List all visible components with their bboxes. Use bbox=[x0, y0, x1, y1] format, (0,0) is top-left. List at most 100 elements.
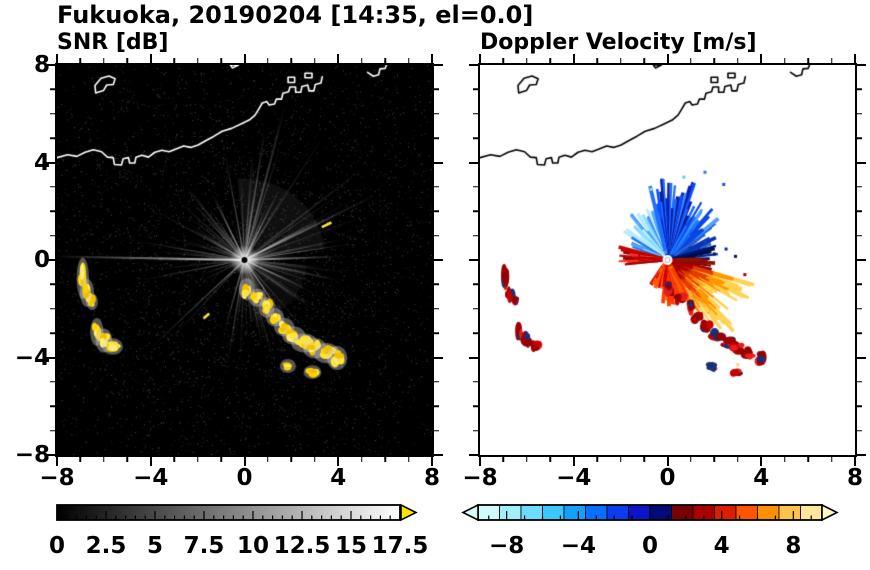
axis-tick bbox=[50, 137, 55, 139]
axis-tick bbox=[857, 429, 862, 432]
axis-tick bbox=[196, 457, 199, 462]
axis-tick bbox=[857, 308, 862, 310]
axis-tick bbox=[337, 54, 340, 63]
axis-tick bbox=[50, 429, 55, 432]
axis-tick bbox=[360, 58, 363, 63]
velocity-panel-title: Doppler Velocity [m/s] bbox=[480, 30, 757, 55]
axis-tick bbox=[643, 457, 645, 462]
axis-tick bbox=[46, 259, 55, 261]
axis-tick bbox=[857, 381, 862, 383]
axis-tick bbox=[50, 186, 55, 188]
axis-tick bbox=[857, 332, 862, 334]
axis-tick bbox=[384, 457, 386, 462]
axis-tick bbox=[760, 54, 763, 63]
axis-tick bbox=[549, 58, 552, 63]
axis-tick bbox=[596, 58, 598, 63]
y-tick-label: −4 bbox=[14, 344, 50, 371]
figure-title: Fukuoka, 20190204 [14:35, el=0.0] bbox=[57, 1, 534, 29]
axis-tick bbox=[314, 457, 316, 462]
axis-tick bbox=[407, 457, 410, 462]
axis-tick bbox=[473, 381, 478, 383]
velocity-colorbar-label: 8 bbox=[785, 533, 802, 559]
axis-tick bbox=[50, 332, 55, 334]
axis-tick bbox=[479, 457, 481, 466]
axis-tick bbox=[173, 457, 175, 462]
axis-tick bbox=[434, 210, 439, 212]
snr-canvas bbox=[57, 65, 432, 455]
axis-tick bbox=[690, 457, 692, 462]
x-tick-label: 0 bbox=[659, 465, 676, 491]
axis-tick bbox=[103, 58, 105, 63]
axis-tick bbox=[473, 186, 478, 188]
x-tick-label: −8 bbox=[39, 465, 75, 491]
axis-tick bbox=[619, 457, 622, 462]
axis-tick bbox=[434, 332, 439, 334]
axis-tick bbox=[126, 457, 129, 462]
axis-tick bbox=[434, 283, 439, 286]
axis-tick bbox=[267, 457, 269, 462]
axis-tick bbox=[220, 457, 222, 462]
snr-colorbar-label: 7.5 bbox=[183, 533, 225, 559]
snr-colorbar-label: 0 bbox=[48, 533, 66, 559]
axis-tick bbox=[854, 54, 856, 63]
axis-tick bbox=[434, 113, 439, 115]
axis-tick bbox=[431, 54, 433, 63]
axis-tick bbox=[434, 234, 439, 237]
axis-tick bbox=[473, 405, 478, 407]
axis-tick bbox=[126, 58, 129, 63]
axis-tick bbox=[666, 54, 669, 63]
axis-tick bbox=[434, 186, 439, 188]
axis-tick bbox=[267, 58, 269, 63]
axis-tick bbox=[479, 54, 481, 63]
axis-tick bbox=[46, 161, 55, 164]
axis-tick bbox=[434, 308, 439, 310]
axis-tick bbox=[783, 58, 786, 63]
axis-tick bbox=[50, 113, 55, 115]
axis-tick bbox=[572, 54, 575, 63]
axis-tick bbox=[434, 137, 439, 139]
axis-tick bbox=[434, 259, 443, 261]
axis-tick bbox=[572, 457, 575, 466]
axis-tick bbox=[434, 64, 443, 66]
axis-tick bbox=[473, 113, 478, 115]
axis-tick bbox=[196, 58, 199, 63]
axis-tick bbox=[469, 454, 478, 456]
x-tick-label: 8 bbox=[846, 465, 864, 491]
axis-tick bbox=[713, 58, 716, 63]
axis-tick bbox=[473, 88, 478, 91]
velocity-colorbar-label: −4 bbox=[560, 533, 596, 559]
axis-tick bbox=[473, 137, 478, 139]
axis-tick bbox=[596, 457, 598, 462]
axis-tick bbox=[473, 308, 478, 310]
axis-tick bbox=[713, 457, 716, 462]
snr-colorbar-label: 15 bbox=[334, 533, 368, 559]
axis-tick bbox=[56, 54, 58, 63]
axis-tick bbox=[469, 161, 478, 164]
snr-colorbar-label: 10 bbox=[236, 533, 270, 559]
axis-tick bbox=[434, 161, 443, 164]
axis-tick bbox=[50, 405, 55, 407]
axis-tick bbox=[666, 457, 669, 466]
axis-tick bbox=[314, 58, 316, 63]
axis-tick bbox=[857, 113, 862, 115]
snr-panel bbox=[46, 54, 443, 466]
axis-tick bbox=[502, 457, 505, 462]
axis-tick bbox=[857, 356, 866, 359]
axis-tick bbox=[619, 58, 622, 63]
axis-tick bbox=[434, 429, 439, 432]
axis-tick bbox=[502, 58, 505, 63]
axis-tick bbox=[830, 58, 833, 63]
axis-tick bbox=[857, 210, 862, 212]
snr-colorbar-label: 17.5 bbox=[371, 533, 429, 559]
x-tick-label: 0 bbox=[236, 465, 253, 491]
axis-tick bbox=[473, 332, 478, 334]
snr-colorbar-label: 2.5 bbox=[85, 533, 127, 559]
axis-tick bbox=[857, 137, 862, 139]
velocity-canvas bbox=[480, 65, 855, 455]
axis-tick bbox=[473, 210, 478, 212]
axis-tick bbox=[857, 88, 862, 91]
x-tick-label: 8 bbox=[423, 465, 441, 491]
axis-tick bbox=[473, 234, 478, 237]
axis-tick bbox=[549, 457, 552, 462]
